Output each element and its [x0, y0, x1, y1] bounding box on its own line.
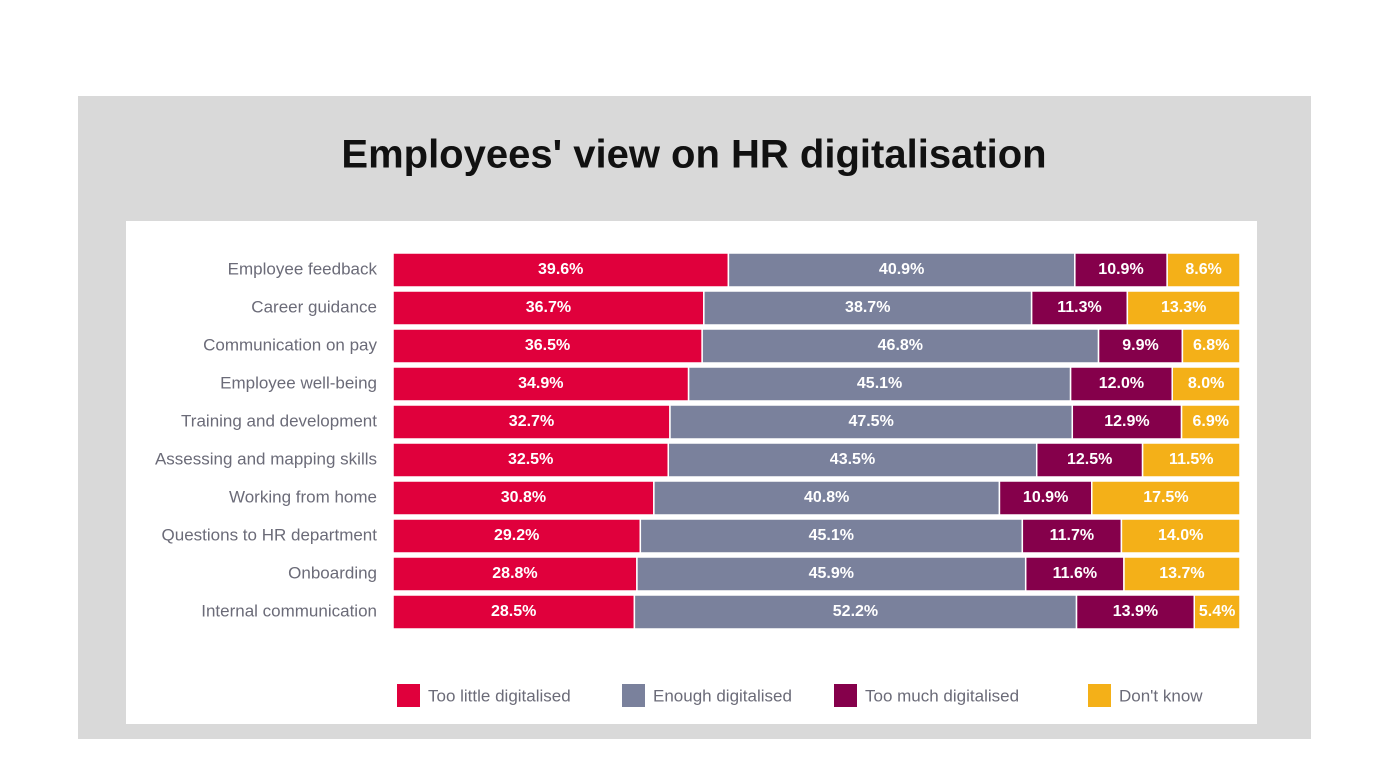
bar-segment	[1193, 594, 1241, 630]
y-tick-label: Working from home	[229, 487, 377, 506]
data-label: 5.4%	[1199, 603, 1235, 620]
data-label: 6.9%	[1193, 413, 1229, 430]
legend-label: Too much digitalised	[865, 686, 1019, 705]
y-tick-label: Internal communication	[201, 601, 377, 620]
bar-segment	[1181, 328, 1241, 364]
bar-segment	[1123, 556, 1241, 592]
data-label: 13.7%	[1159, 565, 1204, 582]
legend-swatch	[834, 684, 857, 707]
bar-segment	[392, 252, 730, 288]
data-label: 17.5%	[1143, 489, 1188, 506]
data-label: 45.1%	[857, 375, 902, 392]
bar-segment	[1021, 518, 1123, 554]
data-label: 8.6%	[1185, 261, 1221, 278]
bar-segment	[1091, 480, 1241, 516]
legend-label: Too little digitalised	[428, 686, 571, 705]
bar-segment	[1171, 366, 1241, 402]
data-label: 40.9%	[879, 261, 924, 278]
bar-segment	[703, 290, 1033, 326]
data-label: 36.7%	[526, 299, 571, 316]
bar-segment	[1180, 404, 1241, 440]
data-label: 39.6%	[538, 261, 583, 278]
data-label: 32.5%	[508, 451, 553, 468]
data-label: 29.2%	[494, 527, 539, 544]
data-label: 10.9%	[1023, 489, 1068, 506]
bar-segment	[1126, 290, 1241, 326]
data-label: 14.0%	[1158, 527, 1203, 544]
bar-segment	[392, 518, 642, 554]
bar-segment	[701, 328, 1100, 364]
bar-segment	[653, 480, 1001, 516]
bar-segment	[687, 366, 1072, 402]
data-label: 30.8%	[501, 489, 546, 506]
data-label: 40.8%	[804, 489, 849, 506]
bar-segment	[392, 328, 703, 364]
data-label: 6.8%	[1193, 337, 1229, 354]
bar-segment	[1024, 556, 1125, 592]
bar-segment	[1120, 518, 1241, 554]
bar-segment	[1097, 328, 1184, 364]
bar-segment	[639, 518, 1024, 554]
legend-label: Enough digitalised	[653, 686, 792, 705]
legend-swatch	[1088, 684, 1111, 707]
bar-segment	[1035, 442, 1144, 478]
data-label: 46.8%	[878, 337, 923, 354]
data-label: 28.8%	[492, 565, 537, 582]
data-label: 12.0%	[1099, 375, 1144, 392]
data-label: 47.5%	[848, 413, 893, 430]
data-label: 11.6%	[1053, 565, 1097, 582]
legend-swatch	[397, 684, 420, 707]
data-label: 43.5%	[830, 451, 875, 468]
y-tick-label: Employee well-being	[220, 373, 377, 392]
y-tick-label: Training and development	[181, 411, 377, 430]
legend-label: Don't know	[1119, 686, 1203, 705]
chart-title: Employees' view on HR digitalisation	[341, 133, 1046, 177]
data-label: 13.9%	[1113, 603, 1158, 620]
bar-segment	[392, 366, 690, 402]
data-label: 45.1%	[809, 527, 854, 544]
y-tick-label: Career guidance	[251, 297, 377, 316]
bar-segment	[392, 290, 705, 326]
data-label: 28.5%	[491, 603, 536, 620]
data-label: 11.3%	[1057, 299, 1101, 316]
bar-segment	[1141, 442, 1241, 478]
data-label: 52.2%	[833, 603, 878, 620]
data-label: 10.9%	[1098, 261, 1143, 278]
data-label: 11.7%	[1050, 527, 1094, 544]
data-label: 45.9%	[809, 565, 854, 582]
y-tick-label: Communication on pay	[203, 335, 377, 354]
y-tick-label: Onboarding	[288, 563, 377, 582]
data-label: 8.0%	[1188, 375, 1224, 392]
bar-segment	[1030, 290, 1129, 326]
data-label: 38.7%	[845, 299, 890, 316]
y-tick-label: Assessing and mapping skills	[155, 449, 377, 468]
y-tick-label: Employee feedback	[228, 259, 378, 278]
y-tick-label: Questions to HR department	[162, 525, 378, 544]
legend-swatch	[622, 684, 645, 707]
bar-segment	[669, 404, 1074, 440]
bar-segment	[1166, 252, 1241, 288]
data-label: 11.5%	[1169, 451, 1213, 468]
data-label: 12.9%	[1104, 413, 1149, 430]
bar-segment	[392, 404, 671, 440]
data-label: 9.9%	[1122, 337, 1158, 354]
data-label: 13.3%	[1161, 299, 1206, 316]
bar-segment	[998, 480, 1093, 516]
bar-segment	[392, 594, 636, 630]
data-label: 34.9%	[518, 375, 563, 392]
data-label: 32.7%	[509, 413, 554, 430]
data-label: 36.5%	[525, 337, 570, 354]
bar-segment	[633, 594, 1078, 630]
data-label: 12.5%	[1067, 451, 1112, 468]
bar-segment	[392, 556, 638, 592]
